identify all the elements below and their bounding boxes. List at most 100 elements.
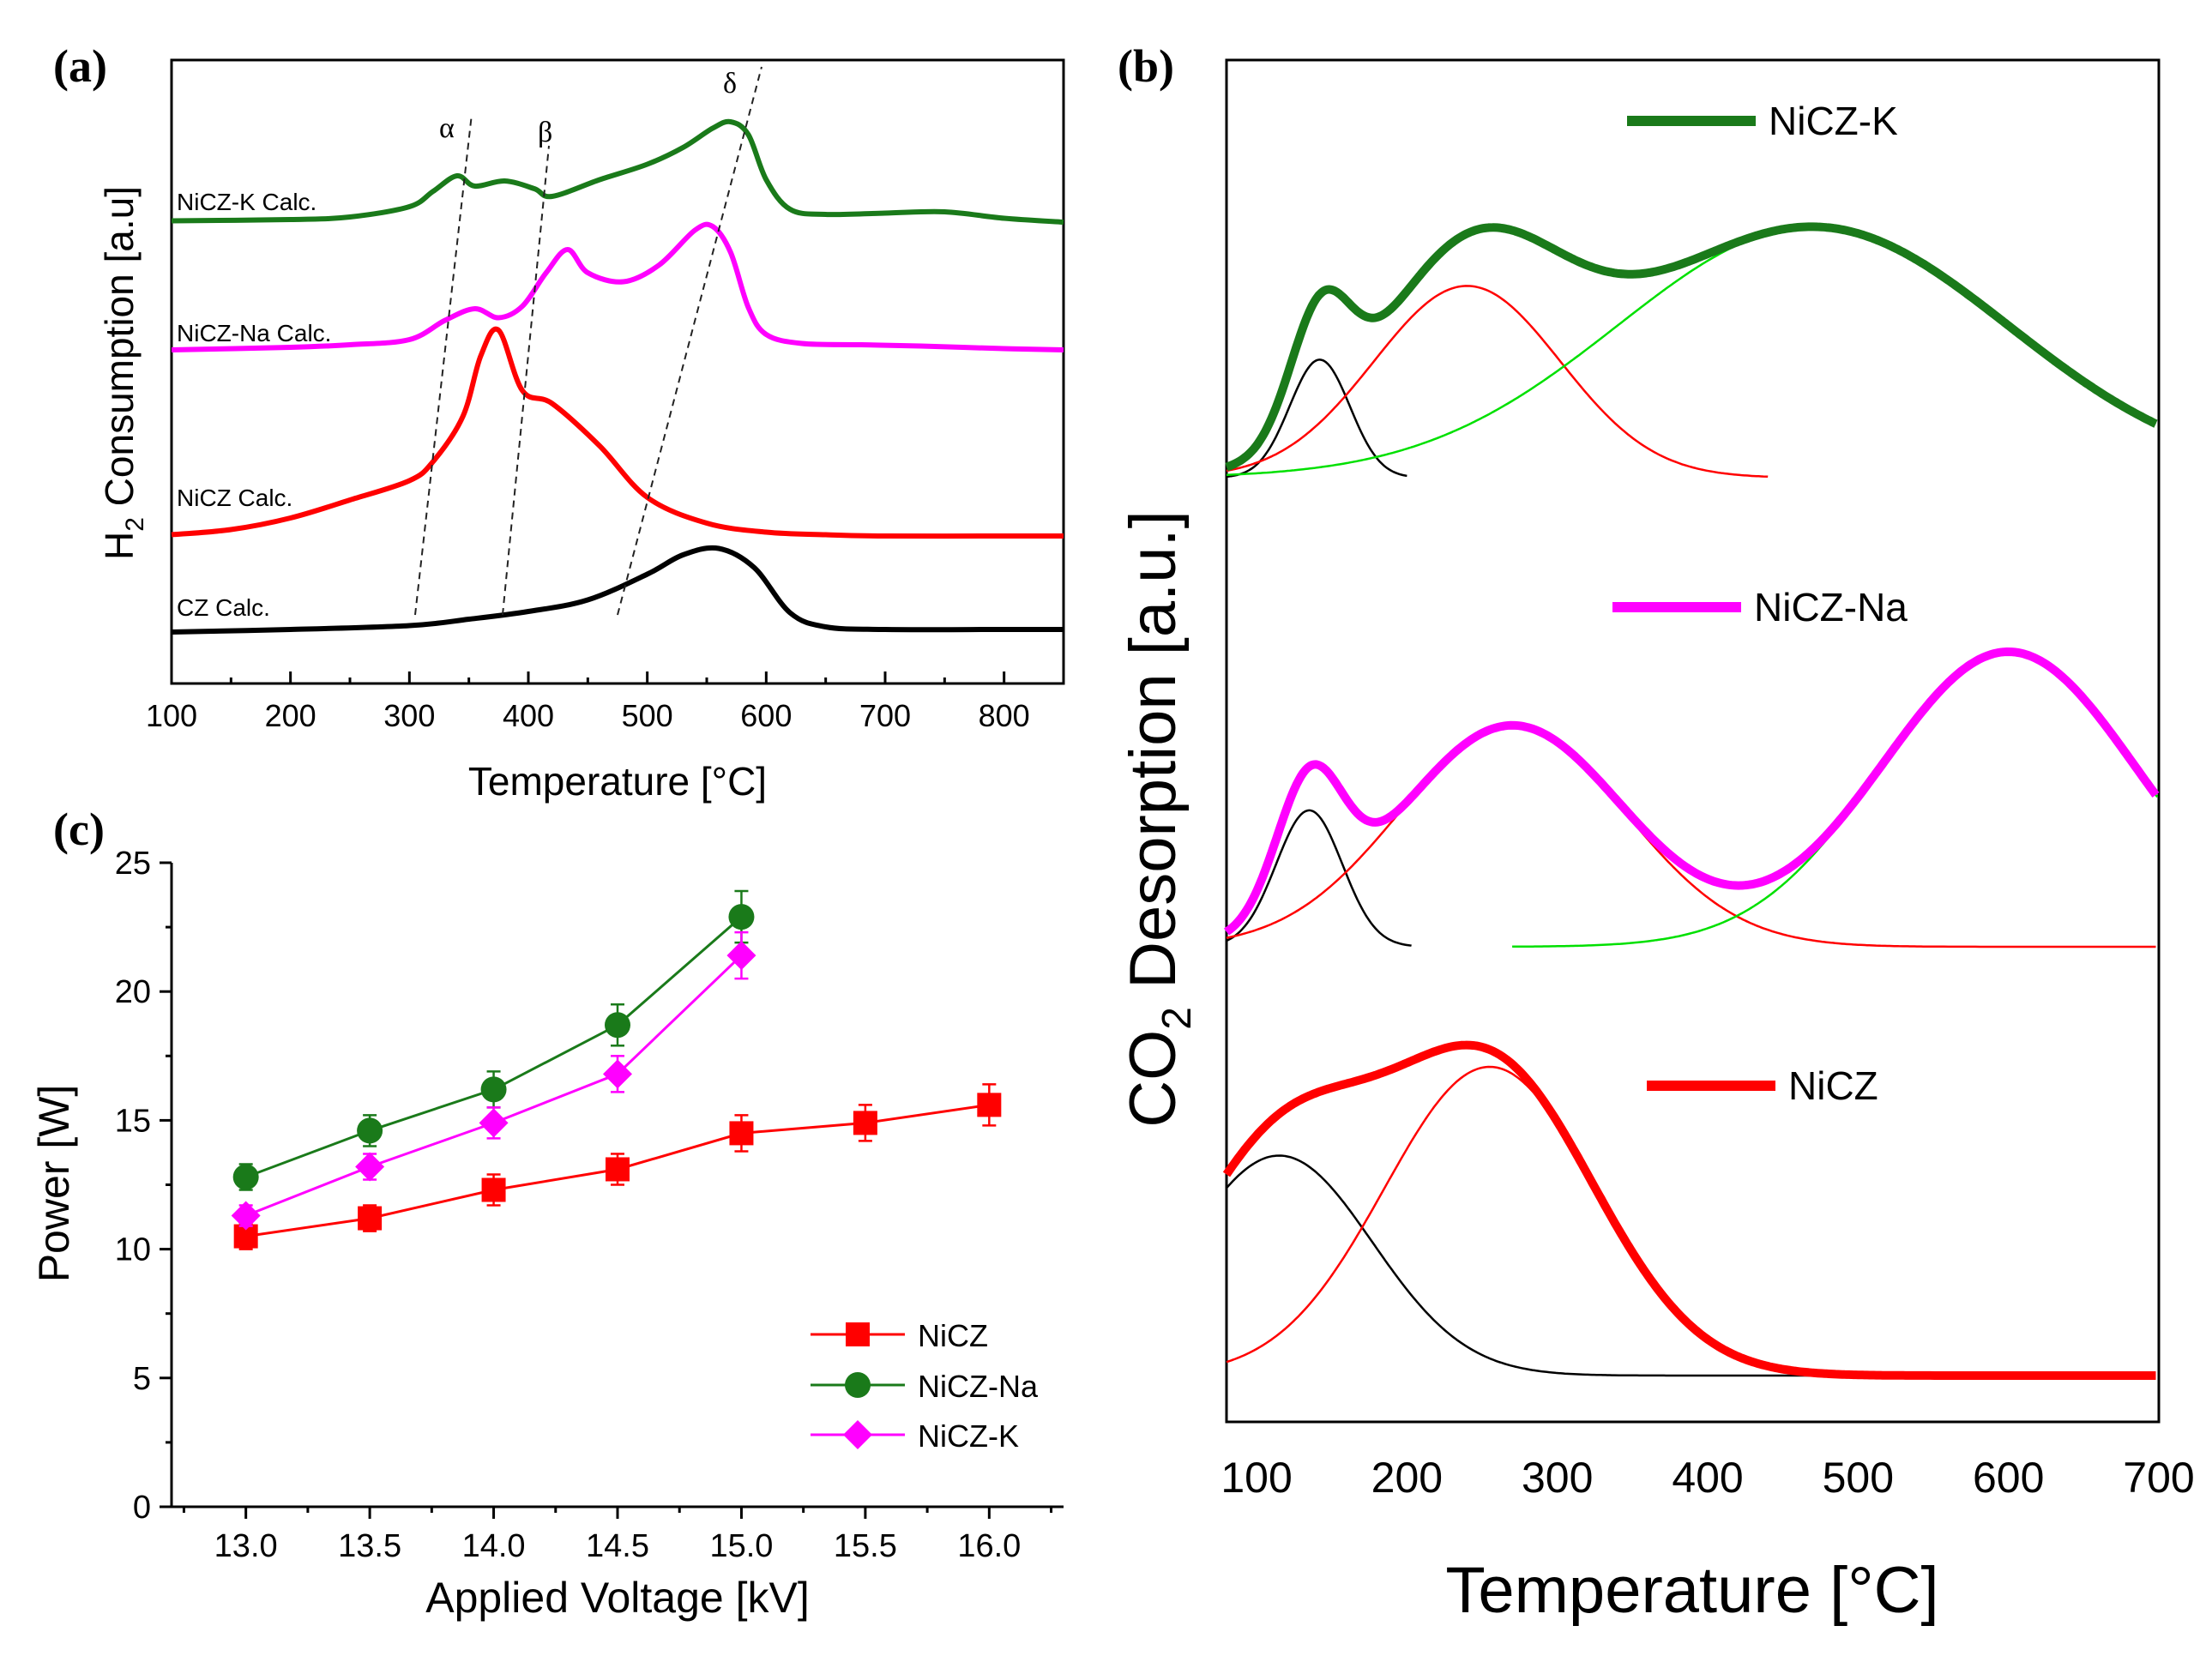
panel-c-label: (c)	[53, 804, 105, 855]
b-x-tick-label: 200	[1371, 1454, 1443, 1502]
c-point-nicz-na	[357, 1117, 383, 1144]
b-x-tick-label: 500	[1823, 1454, 1894, 1502]
panel-b-label: (b)	[1118, 40, 1174, 92]
label-nicz-na-calc: NiCZ-Na Calc.	[177, 320, 331, 346]
label-nicz-calc: NiCZ Calc.	[177, 485, 292, 511]
panel-c-x-axis-title: Applied Voltage [kV]	[425, 1574, 810, 1622]
panel-c-y-axis-title: Power [W]	[30, 1085, 78, 1283]
panel-b-x-ticks: 100 200 300 400 500 600 700	[1221, 1454, 2194, 1502]
legend-nicz-label: NiCZ	[1788, 1063, 1878, 1108]
panel-b-ylabel-sub: 2	[1154, 1007, 1200, 1030]
c-point-nicz	[977, 1093, 1002, 1117]
alpha-label: α	[439, 112, 455, 144]
c-point-nicz-na	[728, 904, 755, 930]
panel-c-ticks: 13.0 13.5 14.0 14.5 15.0 15.5 16.0 0 5 10 15 20 25	[115, 846, 1053, 1564]
panel-a-series	[171, 118, 1064, 635]
a-x-tick-label: 600	[740, 698, 792, 733]
c-point-nicz-k	[603, 1059, 632, 1089]
a-x-tick-label: 400	[503, 698, 554, 733]
beta-label: β	[538, 117, 552, 148]
b-envelope-nicz-k-line	[1225, 222, 2158, 472]
c-x-tick-label: 13.0	[214, 1528, 278, 1564]
beta-guide-line	[502, 145, 550, 616]
panel-a-y-axis-title: H2 Consumption [a.u]	[97, 186, 149, 560]
a-x-tick-label: 700	[859, 698, 911, 733]
label-cz-calc: CZ Calc.	[177, 594, 270, 621]
c-point-nicz-na	[232, 1164, 259, 1190]
panel-a-label: (a)	[53, 40, 107, 92]
b-fit-red-peak	[1226, 1065, 1827, 1376]
panel-a-ylabel-sub: 2	[121, 517, 149, 532]
a-x-tick-label: 300	[383, 698, 435, 733]
a-series-cz-calc-line	[171, 545, 1064, 635]
c-y-tick-label: 15	[115, 1103, 151, 1139]
b-fit-red-peak	[1226, 724, 2156, 948]
c-x-tick-label: 15.0	[709, 1528, 773, 1564]
panel-a-x-ticks: 100 200 300 400 500 600 700 800	[146, 671, 1030, 733]
b-envelope-nicz-line	[1222, 1040, 2156, 1380]
c-point-nicz-k	[231, 1201, 261, 1231]
a-series-nicz-na-calc-line	[171, 221, 1064, 352]
panel-b-fits	[1222, 222, 2160, 1380]
b-x-tick-label: 600	[1973, 1454, 2044, 1502]
c-point-nicz-k	[479, 1108, 509, 1138]
c-point-nicz-k	[355, 1152, 385, 1182]
c-y-tick-label: 0	[133, 1490, 151, 1526]
c-point-nicz-k	[726, 941, 756, 971]
c-x-tick-label: 14.5	[586, 1528, 649, 1564]
a-x-tick-label: 100	[146, 698, 197, 733]
c-x-tick-label: 15.5	[834, 1528, 897, 1564]
panel-a-ylabel-main: H	[97, 532, 142, 560]
panel-b-ylabel-rest: Desorption [a.u.]	[1117, 510, 1190, 1007]
a-x-tick-label: 200	[265, 698, 316, 733]
delta-label: δ	[723, 68, 737, 99]
panel-a-frame	[170, 58, 1065, 685]
legend-nicz-na-label: NiCZ-Na	[1754, 585, 1908, 629]
c-x-tick-label: 14.0	[462, 1528, 526, 1564]
legend-c-nicz-na-label: NiCZ-Na	[918, 1369, 1039, 1404]
a-x-tick-label: 500	[622, 698, 673, 733]
label-nicz-k-calc: NiCZ-K Calc.	[177, 189, 316, 215]
alpha-guide-line	[414, 113, 473, 616]
panel-b-frame	[1225, 58, 2161, 1424]
panel-b: (b) 100 200 300 400 500 600 700 NiCZ-K NiCZ-Na…	[1117, 40, 2195, 1627]
b-x-tick-label: 300	[1522, 1454, 1593, 1502]
panel-a: (a) 100 200 300 400 500 600 700 800 α β δ NiCZ-…	[53, 40, 1065, 804]
c-y-tick-label: 20	[115, 974, 151, 1010]
panel-b-ylabel-main: CO	[1117, 1030, 1190, 1128]
c-point-nicz	[481, 1177, 506, 1202]
b-envelope-nicz-na-line	[1223, 647, 2160, 936]
c-point-nicz-na	[480, 1076, 507, 1103]
b-fit-black-peak	[1226, 1154, 2156, 1377]
panel-b-x-axis-title: Temperature [°C]	[1445, 1554, 1938, 1627]
a-x-tick-label: 800	[979, 698, 1030, 733]
legend-c-nicz-k-label: NiCZ-K	[918, 1418, 1019, 1454]
legend-c-nicz-k-marker	[843, 1420, 872, 1449]
panel-a-guides	[414, 66, 762, 616]
b-fit-red-peak	[1226, 285, 1769, 479]
panel-a-ylabel-rest: Consumption [a.u]	[97, 186, 142, 517]
panel-c-legend: NiCZ NiCZ-Na NiCZ-K	[811, 1318, 1039, 1454]
panel-c: (c) 13.0 13.5 14.0 14.5 15.0 15.5 16.0 0 5 10 15 20…	[30, 804, 1064, 1622]
c-point-nicz	[606, 1157, 630, 1182]
a-series-nicz-calc-line	[171, 326, 1064, 539]
legend-c-nicz-marker	[846, 1322, 870, 1346]
b-fit-black-peak	[1226, 809, 1412, 947]
c-point-nicz	[358, 1206, 383, 1231]
panel-b-y-axis-title: CO2 Desorption [a.u.]	[1117, 510, 1200, 1127]
panel-a-x-axis-title: Temperature [°C]	[468, 759, 767, 804]
legend-c-nicz-na-marker	[845, 1372, 871, 1398]
b-fit-green-peak	[1512, 650, 2159, 948]
delta-guide-line	[617, 66, 762, 616]
panel-c-series	[231, 889, 1002, 1250]
c-y-tick-label: 10	[115, 1232, 151, 1268]
c-x-tick-label: 13.5	[338, 1528, 401, 1564]
b-x-tick-label: 700	[2123, 1454, 2194, 1502]
legend-c-nicz-label: NiCZ	[918, 1318, 988, 1353]
c-y-tick-label: 5	[133, 1361, 151, 1397]
c-point-nicz	[729, 1121, 754, 1146]
legend-nicz-k-label: NiCZ-K	[1769, 99, 1898, 143]
a-series-nicz-k-calc-line	[171, 118, 1064, 225]
c-point-nicz-na	[605, 1012, 630, 1039]
